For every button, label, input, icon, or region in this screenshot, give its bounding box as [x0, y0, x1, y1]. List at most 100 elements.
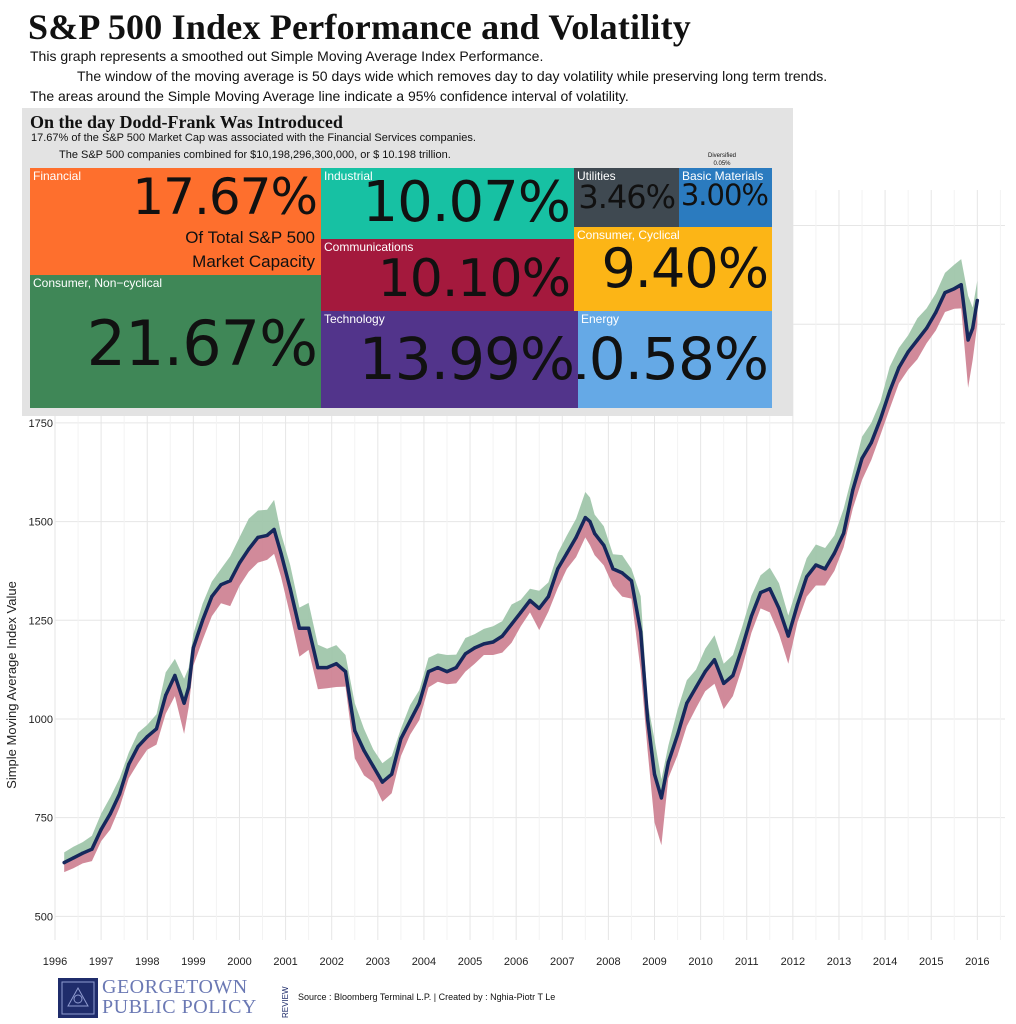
x-tick-label: 2016: [965, 956, 989, 968]
sma-point: [795, 602, 800, 607]
sma-point: [228, 579, 232, 583]
sma-point: [565, 551, 569, 555]
sma-point: [108, 812, 112, 816]
tile-utilities: Utilities 3.46%: [574, 168, 679, 227]
sma-point: [187, 685, 191, 689]
sma-point: [81, 851, 85, 855]
sma-point: [611, 567, 615, 571]
y-tick-label: 500: [35, 911, 53, 923]
sma-point: [127, 762, 131, 766]
x-tick-label: 2012: [781, 956, 805, 968]
sma-point: [145, 735, 149, 739]
y-tick-label: 1750: [29, 418, 53, 430]
sma-point: [343, 669, 348, 674]
sma-point: [722, 681, 726, 686]
sma-point: [219, 583, 223, 587]
sma-point: [191, 646, 195, 650]
tile-financial: Financial 17.67% Of Total S&P 500 Market…: [30, 168, 321, 275]
tile-value: 3.00%: [680, 178, 769, 212]
x-tick-label: 2000: [227, 956, 251, 968]
sma-point: [966, 338, 970, 342]
sma-point: [897, 366, 901, 370]
x-tick-label: 2007: [550, 956, 574, 968]
x-tick-label: 2013: [827, 956, 851, 968]
sma-point: [841, 531, 846, 536]
sma-point: [90, 847, 94, 851]
sma-point: [574, 535, 578, 539]
sma-point: [731, 673, 735, 678]
sma-point: [620, 571, 624, 575]
inset-title: On the day Dodd-Frank Was Introduced: [30, 112, 343, 132]
sma-point: [371, 764, 375, 768]
x-tick-label: 1997: [89, 956, 113, 968]
sma-point: [675, 733, 680, 737]
tile-value: 9.40%: [601, 237, 769, 300]
sma-point: [136, 744, 140, 749]
sma-point: [685, 701, 689, 705]
sma-point: [353, 729, 357, 733]
sma-point: [588, 519, 592, 524]
sma-point: [473, 646, 477, 650]
tile-value: 10.58%: [578, 325, 769, 393]
x-tick-label: 1998: [135, 956, 159, 968]
x-tick-label: 2006: [504, 956, 528, 968]
description-line-1: This graph represents a smoothed out Sim…: [30, 48, 544, 64]
tile-caption: Of Total S&P 500 Market Capacity: [185, 226, 315, 274]
logo-line-2: PUBLIC POLICY: [102, 996, 257, 1018]
sma-point: [297, 626, 302, 630]
sma-point: [164, 693, 168, 697]
tile-caption-line-2: Market Capacity: [192, 252, 315, 271]
sma-point: [500, 634, 504, 638]
sma-point: [652, 772, 657, 776]
sma-point: [925, 326, 929, 330]
tile-value: 10.10%: [377, 249, 571, 309]
sma-point: [934, 310, 938, 314]
logo-seal: [58, 978, 98, 1018]
tile-technology: Technology 13.99%: [321, 311, 578, 408]
tile-label: Communications: [324, 240, 414, 254]
x-tick-label: 2015: [919, 956, 943, 968]
tile-communications: Communications 10.10%: [321, 239, 574, 311]
sma-point: [426, 669, 431, 674]
sma-point: [99, 827, 103, 832]
sma-point: [482, 642, 486, 646]
source-credit: Source : Bloomberg Terminal L.P. | Creat…: [298, 992, 556, 1002]
x-tick-label: 2008: [596, 956, 620, 968]
x-tick-label: 2010: [688, 956, 712, 968]
sma-point: [952, 287, 956, 291]
tile-caption-line-1: Of Total S&P 500: [185, 228, 315, 247]
tile-basic-materials: Basic Materials 3.00%: [679, 168, 772, 227]
tile-label: Utilities: [577, 169, 616, 183]
sma-point: [408, 719, 412, 723]
sma-point: [307, 626, 311, 630]
sma-point: [975, 298, 979, 303]
sma-point: [832, 551, 836, 555]
tile-value: 3.46%: [578, 178, 676, 216]
sma-point: [316, 666, 320, 670]
tile-value: 13.99%: [358, 325, 575, 393]
sma-point: [454, 666, 458, 670]
sma-point: [390, 772, 394, 776]
sma-point: [583, 516, 587, 520]
sma-point: [417, 701, 421, 705]
tile-industrial: Industrial 10.07%: [321, 168, 574, 239]
y-tick-label: 1000: [29, 714, 53, 726]
x-tick-label: 1999: [181, 956, 205, 968]
x-tick-label: 2005: [458, 956, 482, 968]
sma-point: [256, 535, 260, 539]
description-line-3: The areas around the Simple Moving Avera…: [30, 88, 629, 104]
sma-point: [703, 669, 707, 674]
sma-point: [71, 856, 76, 860]
sma-point: [62, 861, 66, 865]
sma-point: [272, 527, 276, 532]
sma-point: [943, 291, 947, 295]
inset-line-1: 17.67% of the S&P 500 Market Cap was ass…: [31, 132, 476, 144]
sma-point: [463, 652, 468, 656]
tile-label: Basic Materials: [682, 169, 764, 183]
y-tick-label: 750: [35, 813, 53, 825]
sma-point: [537, 606, 541, 611]
diversified-label: Diversified: [707, 153, 736, 159]
svg-text:REVIEW: REVIEW: [281, 986, 290, 1018]
sma-point: [777, 606, 781, 611]
sma-point: [362, 748, 366, 753]
